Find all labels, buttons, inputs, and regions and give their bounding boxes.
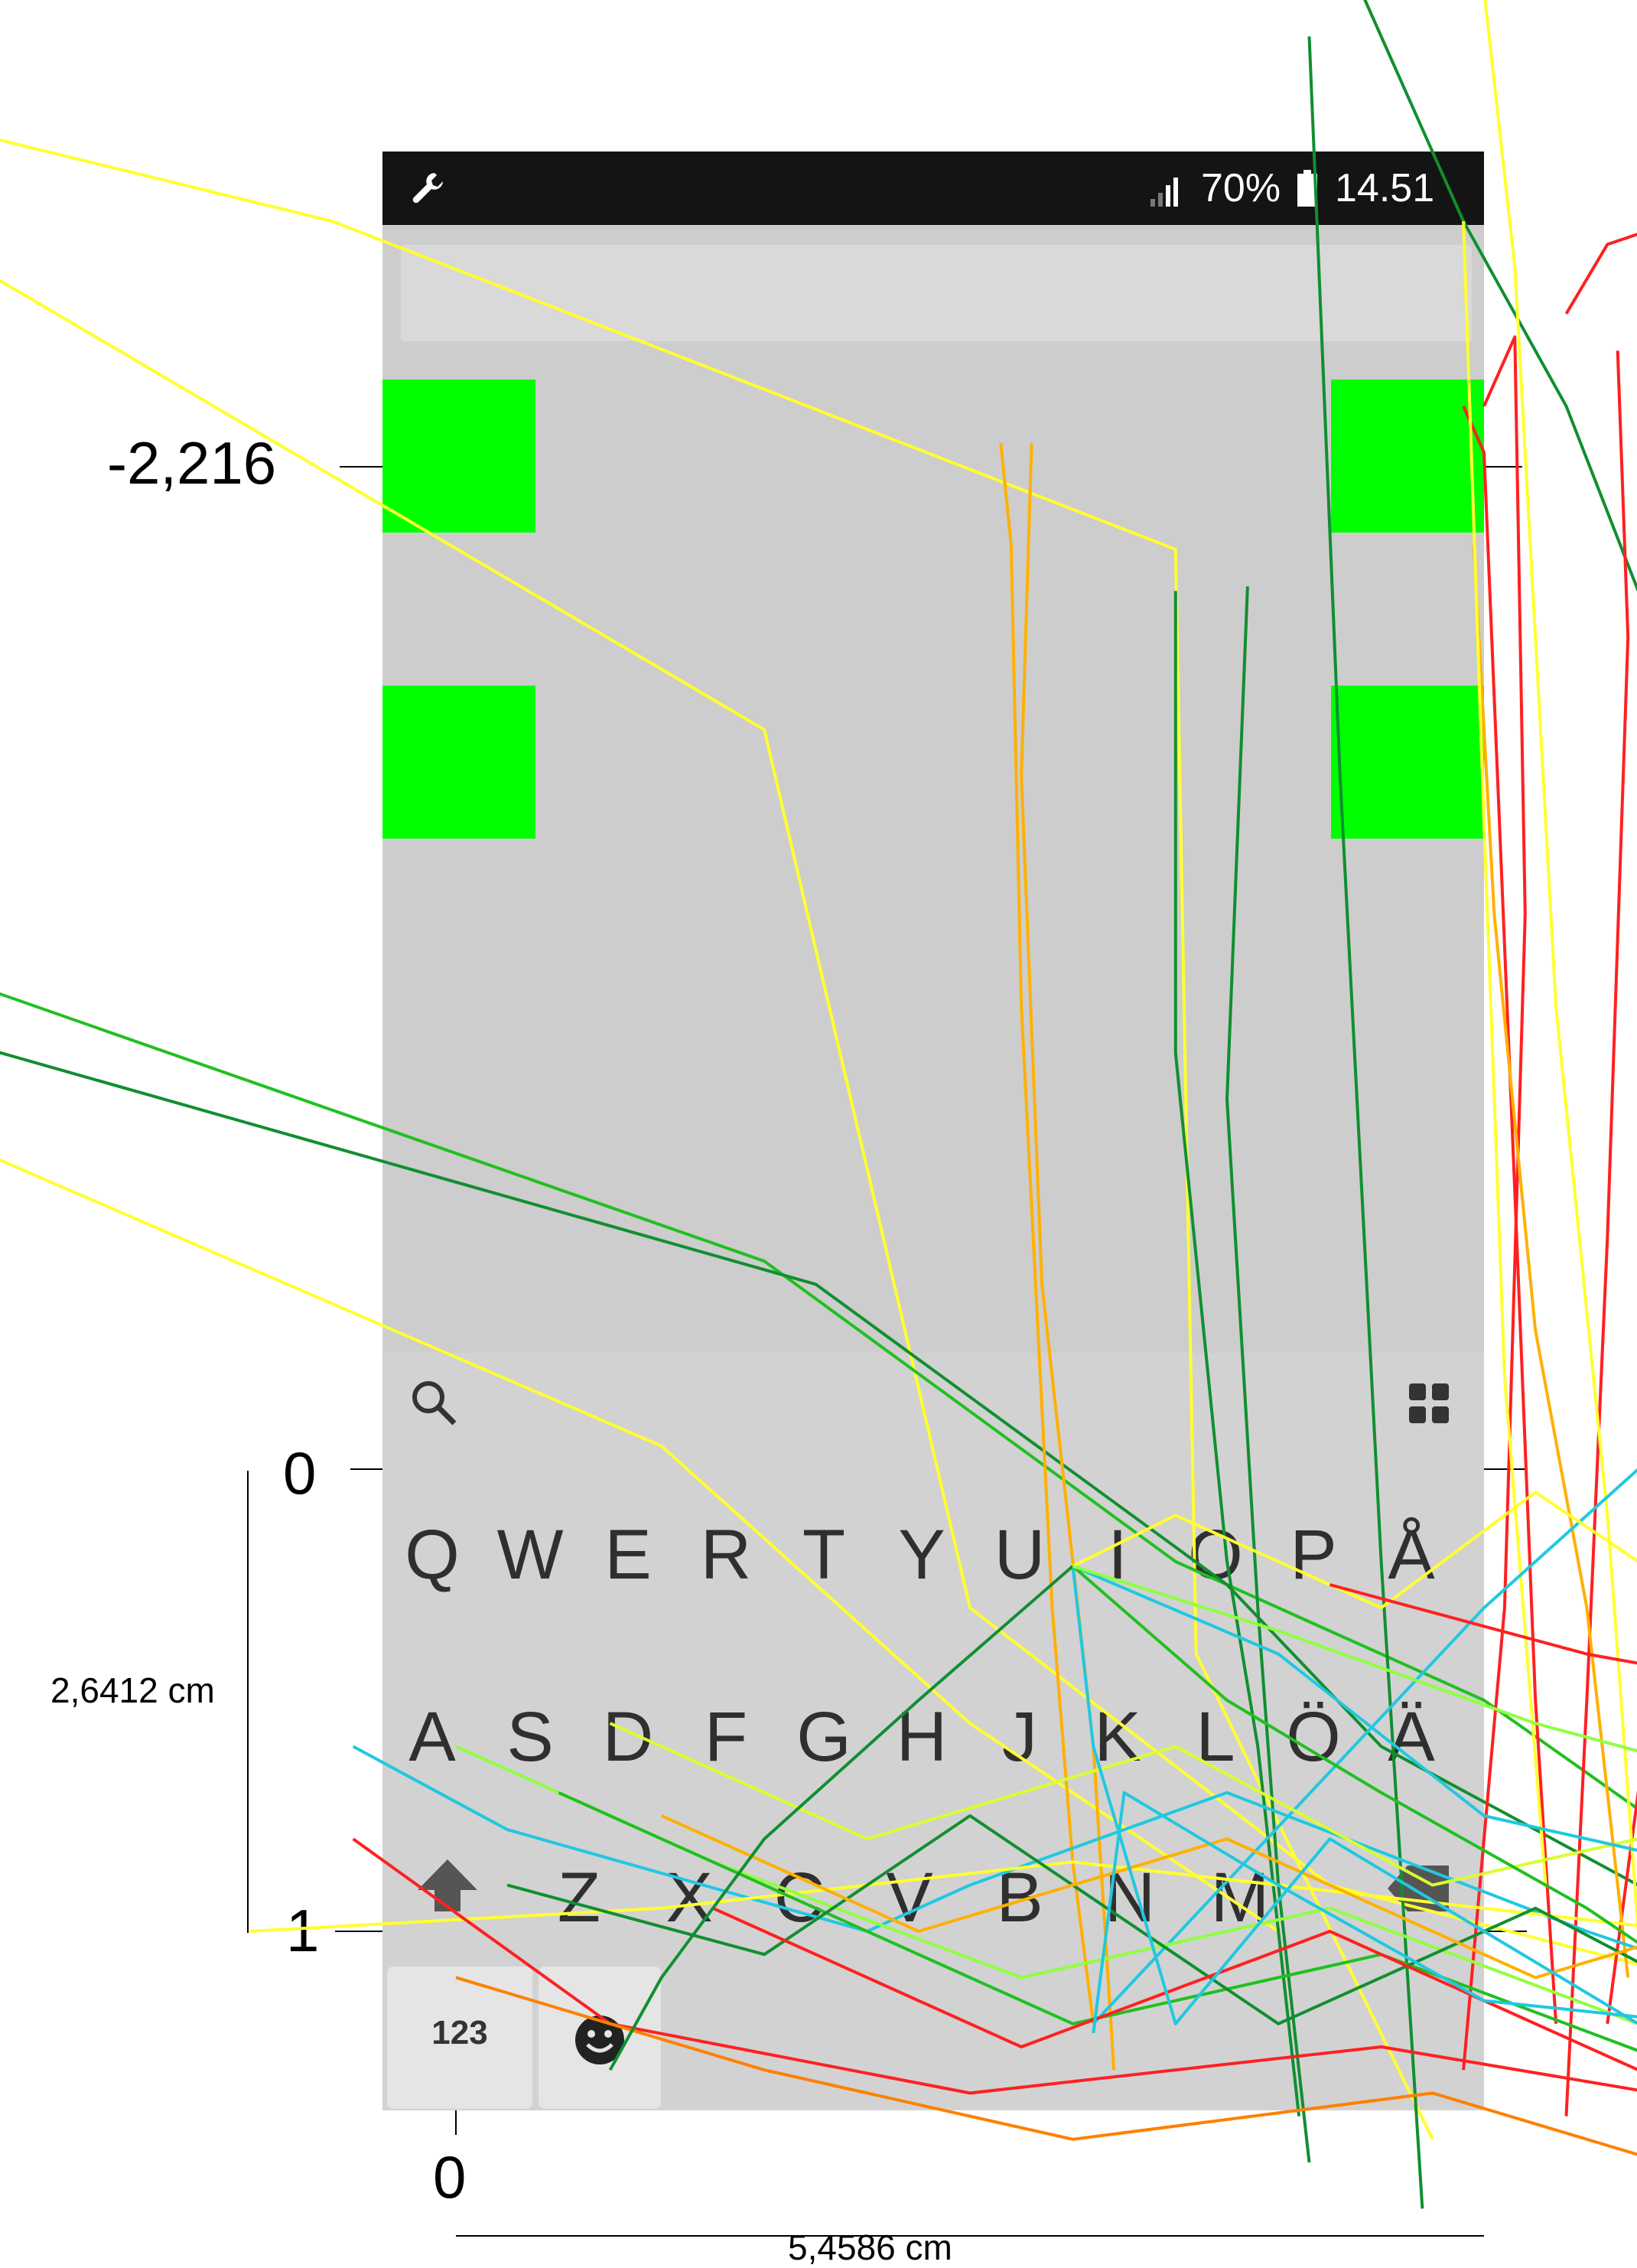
trajectory-line-6 [1001,443,1093,2024]
trajectory-line-27 [353,1839,1637,2185]
trajectory-line-28 [456,1977,1637,2185]
trajectory-line-5 [0,1100,1278,1931]
trajectory-traces [0,0,1637,2208]
trajectory-line-4 [0,1007,1637,2024]
trajectory-line-34 [713,1908,1637,2162]
trajectory-line-11 [1361,0,1637,1885]
trajectory-line-1 [0,106,1433,2139]
trajectory-line-3 [0,937,1637,1954]
trajectory-line-19 [1484,0,1637,1931]
trajectory-line-26 [250,1862,1637,1954]
trajectory-line-38 [610,1566,1073,2070]
trajectory-line-14 [1463,337,1525,2070]
trajectory-line-40 [1072,1492,1637,1631]
